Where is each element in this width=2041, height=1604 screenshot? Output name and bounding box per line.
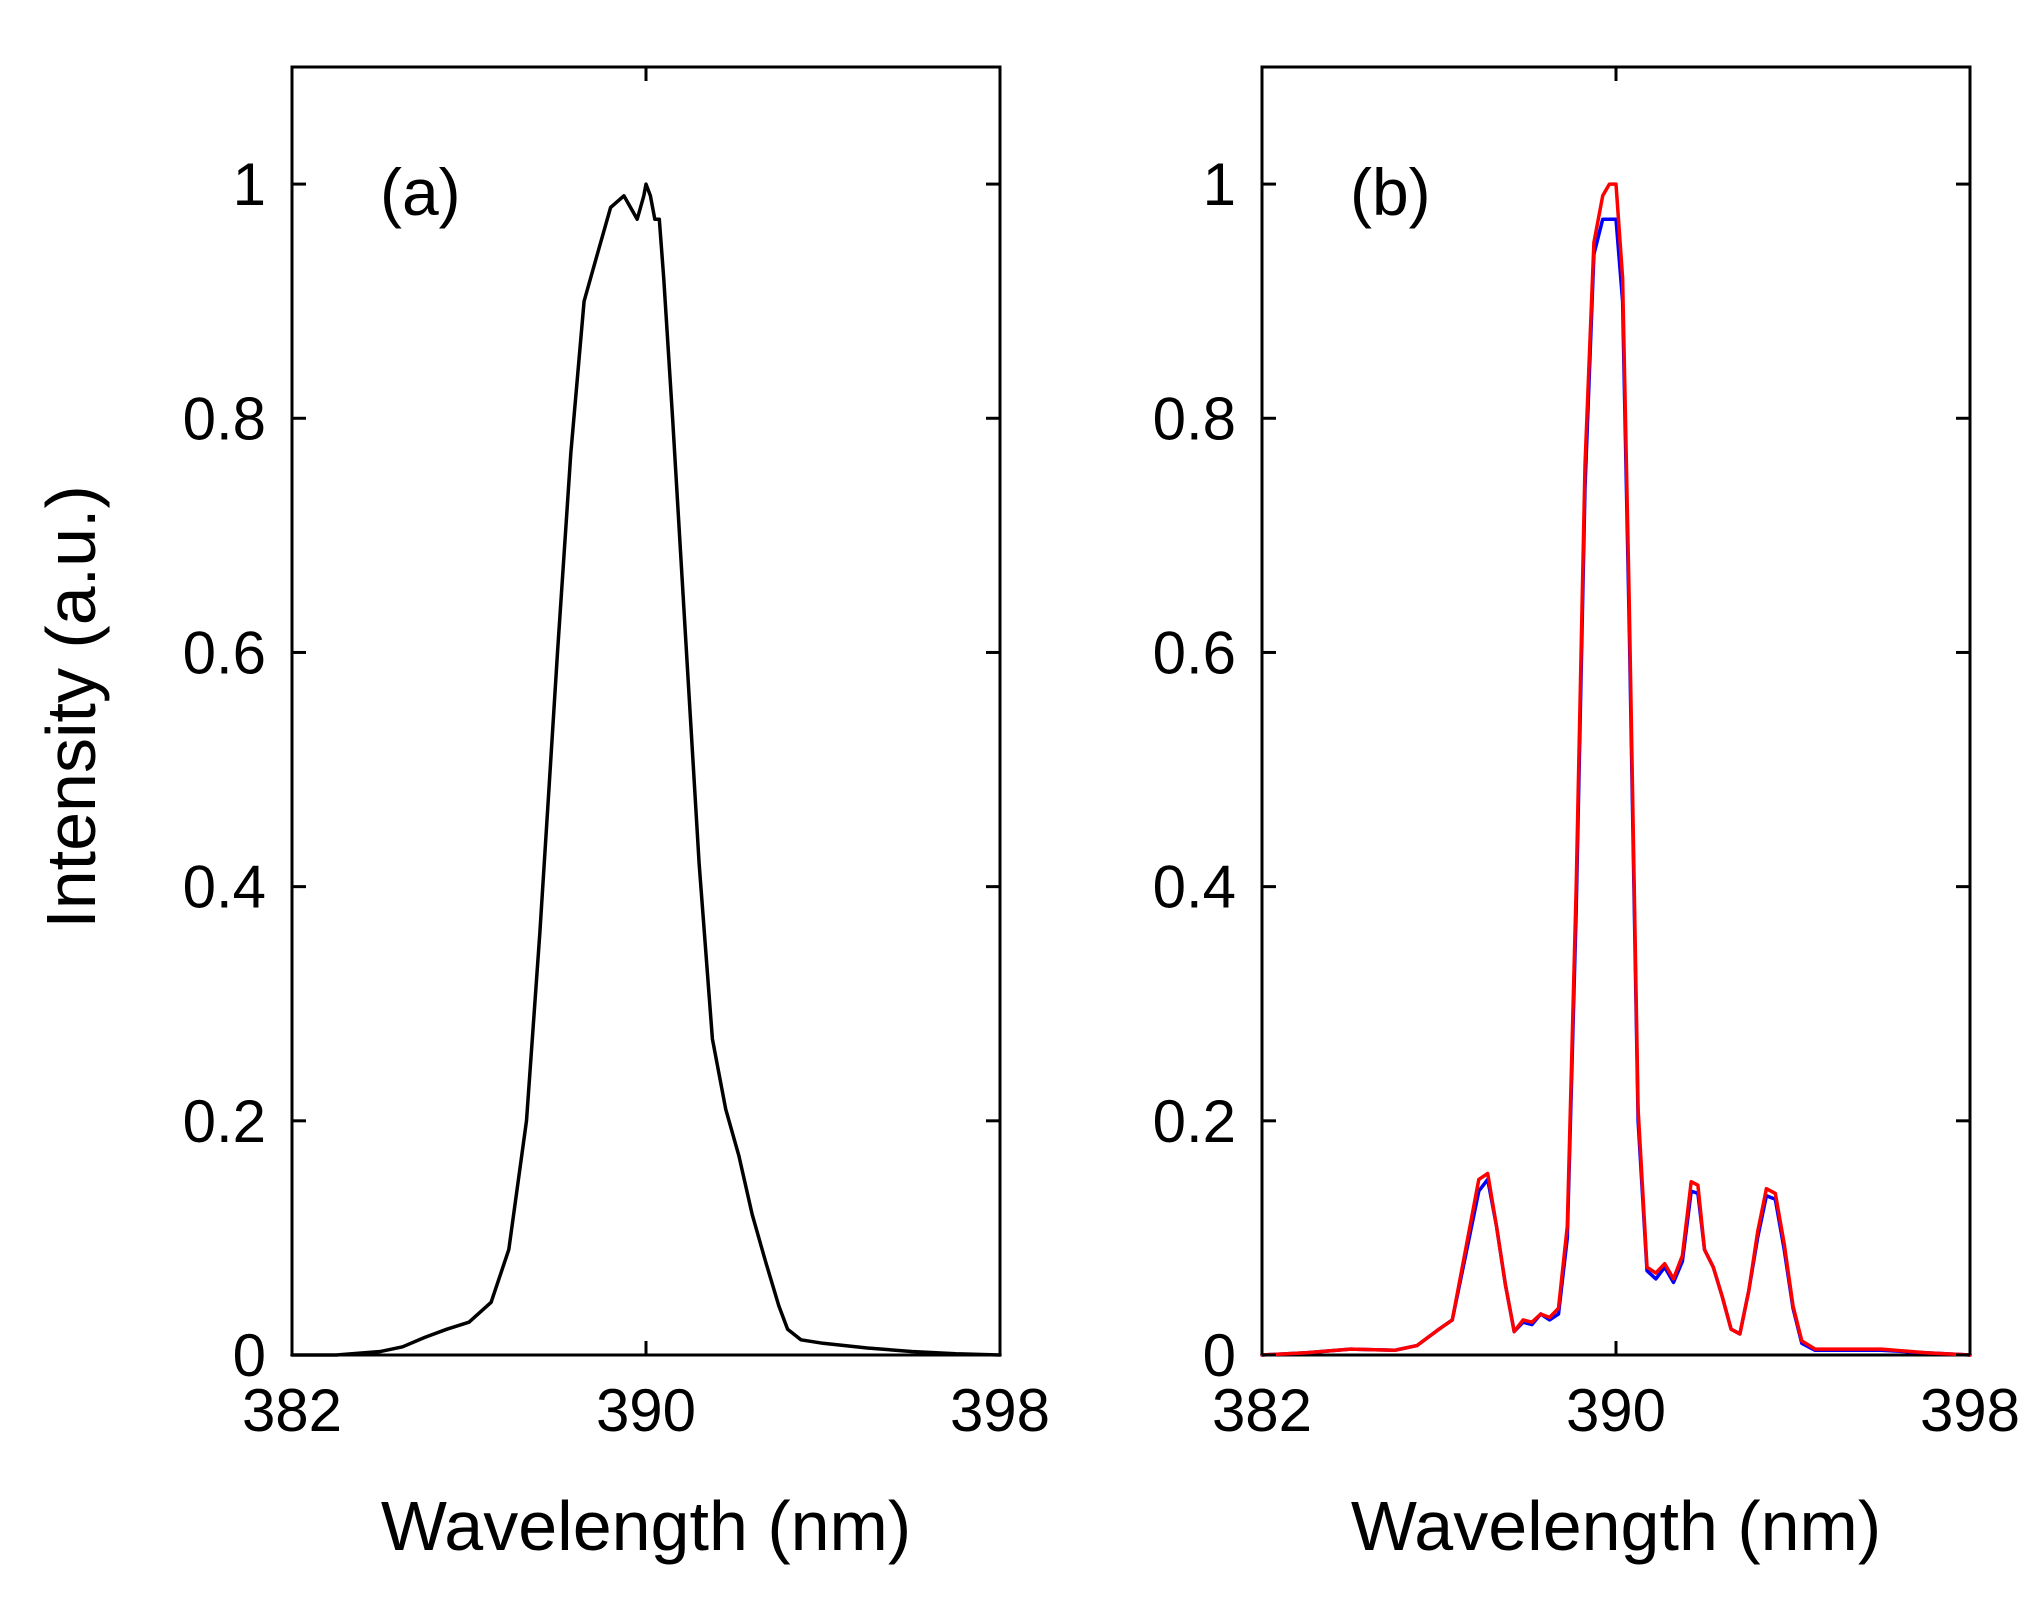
y-tick-label: 0.2 — [183, 1088, 266, 1155]
panel-label-a: (a) — [380, 155, 461, 229]
y-tick-label: 0.8 — [183, 385, 266, 452]
x-tick-label: 398 — [950, 1377, 1050, 1444]
plot-frame-b — [1260, 65, 1972, 1357]
y-tick-label: 1 — [233, 151, 266, 218]
series-line-b-2 — [1260, 182, 1972, 1357]
x-tick-label: 390 — [596, 1377, 696, 1444]
series-line-b-1 — [1260, 217, 1972, 1357]
y-tick-label: 0.6 — [1153, 619, 1236, 686]
x-tick-label: 382 — [1212, 1377, 1312, 1444]
panel-label-b: (b) — [1350, 155, 1431, 229]
y-tick-label: 0 — [1203, 1322, 1236, 1389]
x-tick-label: 390 — [1566, 1377, 1666, 1444]
panel-b-chart: 0 0.2 0.4 0.6 0.8 1 382 390 398 (b) Wavelength (nm… — [1153, 65, 2020, 1565]
y-tick-label: 0.6 — [183, 619, 266, 686]
x-tick-label: 382 — [242, 1377, 342, 1444]
series-line-a-1 — [290, 182, 1002, 1357]
y-tick-label: 0.4 — [1153, 854, 1236, 921]
y-axis-title: Intensity (a.u.) — [32, 485, 110, 929]
x-axis-title: Wavelength (nm) — [381, 1487, 911, 1565]
y-tick-label: 1 — [1203, 151, 1236, 218]
y-tick-label: 0.4 — [183, 854, 266, 921]
panel-a-chart: 0 0.2 0.4 0.6 0.8 1 382 390 398 (a) Wavelength (nm… — [183, 65, 1050, 1565]
x-tick-label: 398 — [1920, 1377, 2020, 1444]
y-tick-label: 0 — [233, 1322, 266, 1389]
y-tick-label: 0.8 — [1153, 385, 1236, 452]
y-tick-label: 0.2 — [1153, 1088, 1236, 1155]
x-axis-title: Wavelength (nm) — [1351, 1487, 1881, 1565]
plot-frame-a — [290, 65, 1002, 1357]
